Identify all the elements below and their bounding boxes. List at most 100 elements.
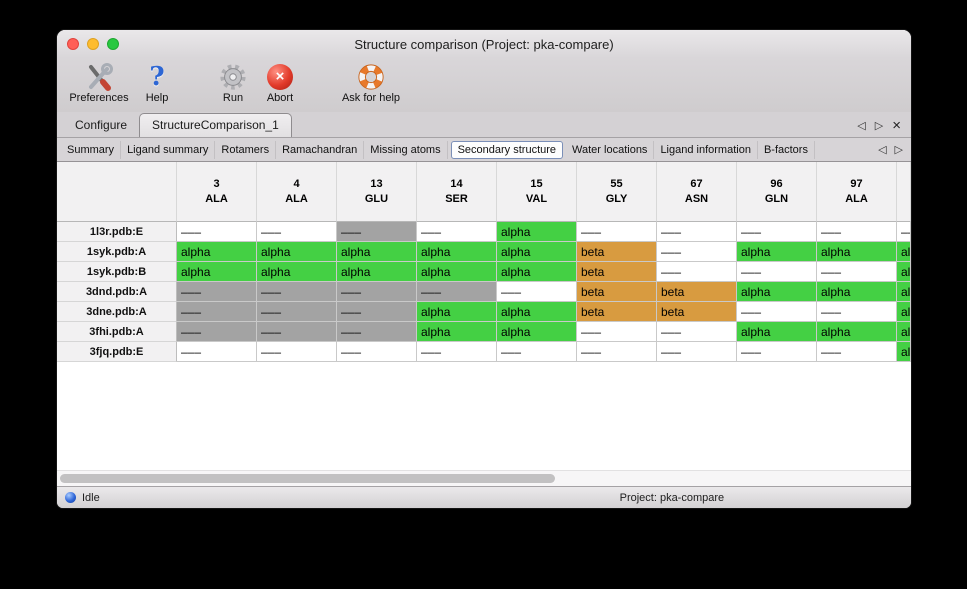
table-cell[interactable]: ––– (177, 282, 257, 302)
row-header[interactable]: 1l3r.pdb:E (57, 222, 177, 242)
tab-b-factors[interactable]: B-factors (758, 140, 815, 159)
zoom-window-button[interactable] (107, 38, 119, 50)
table-cell[interactable]: alpha (417, 322, 497, 342)
table-cell-partial[interactable]: alpha (897, 322, 911, 342)
table-cell[interactable]: ––– (257, 342, 337, 362)
table-cell[interactable]: ––– (817, 302, 897, 322)
table-cell[interactable]: ––– (417, 282, 497, 302)
tab-secondary-structure[interactable]: Secondary structure (450, 140, 564, 159)
tab-configure[interactable]: Configure (75, 118, 128, 132)
tab-structurecomparison-1[interactable]: StructureComparison_1 (139, 113, 292, 137)
row-header[interactable]: 3dne.pdb:A (57, 302, 177, 322)
horizontal-scrollbar-track[interactable] (57, 470, 911, 486)
table-cell[interactable]: beta (577, 282, 657, 302)
table-cell[interactable]: ––– (417, 222, 497, 242)
table-cell[interactable]: ––– (657, 322, 737, 342)
table-cell[interactable]: ––– (337, 222, 417, 242)
table-cell-partial[interactable]: alpha (897, 302, 911, 322)
abort-button[interactable]: × Abort (257, 61, 303, 104)
close-tab-icon[interactable]: × (892, 117, 901, 134)
table-cell[interactable]: alpha (177, 242, 257, 262)
table-cell[interactable]: ––– (177, 222, 257, 242)
prev-subtab-icon[interactable]: ◁ (878, 143, 887, 156)
table-cell[interactable]: ––– (497, 282, 577, 302)
tab-rotamers[interactable]: Rotamers (215, 140, 277, 159)
row-header[interactable]: 3dnd.pdb:A (57, 282, 177, 302)
table-cell[interactable]: ––– (657, 242, 737, 262)
row-header[interactable]: 1syk.pdb:A (57, 242, 177, 262)
tab-water-locations[interactable]: Water locations (566, 140, 655, 159)
tab-ligand-summary[interactable]: Ligand summary (121, 140, 216, 159)
table-cell[interactable]: ––– (257, 282, 337, 302)
table-cell[interactable]: ––– (737, 262, 817, 282)
table-cell[interactable]: beta (657, 282, 737, 302)
table-cell[interactable]: alpha (497, 242, 577, 262)
table-cell[interactable]: alpha (737, 282, 817, 302)
table-cell[interactable]: ––– (257, 222, 337, 242)
table-cell-partial[interactable]: alpha (897, 282, 911, 302)
table-cell[interactable]: beta (657, 302, 737, 322)
tab-ramachandran[interactable]: Ramachandran (276, 140, 365, 159)
table-cell[interactable]: ––– (337, 282, 417, 302)
tab-missing-atoms[interactable]: Missing atoms (364, 140, 448, 159)
table-cell[interactable]: beta (577, 242, 657, 262)
table-cell-partial[interactable]: alpha (897, 342, 911, 362)
table-cell[interactable]: ––– (657, 262, 737, 282)
table-cell[interactable]: ––– (177, 322, 257, 342)
table-cell[interactable]: ––– (257, 322, 337, 342)
tab-summary[interactable]: Summary (61, 140, 122, 159)
table-cell[interactable]: ––– (577, 342, 657, 362)
table-cell[interactable]: ––– (177, 342, 257, 362)
table-cell[interactable]: alpha (817, 282, 897, 302)
table-cell-partial[interactable]: alpha (897, 262, 911, 282)
table-cell[interactable]: alpha (417, 262, 497, 282)
table-cell[interactable]: alpha (817, 242, 897, 262)
table-cell[interactable]: ––– (257, 302, 337, 322)
table-cell[interactable]: ––– (817, 262, 897, 282)
table-cell[interactable]: alpha (417, 242, 497, 262)
table-cell[interactable]: alpha (497, 322, 577, 342)
table-cell-partial[interactable]: alpha (897, 242, 911, 262)
table-cell[interactable]: ––– (737, 342, 817, 362)
next-subtab-icon[interactable]: ▷ (894, 143, 903, 156)
table-cell[interactable]: ––– (337, 322, 417, 342)
tab-ligand-information[interactable]: Ligand information (654, 140, 758, 159)
row-header[interactable]: 1syk.pdb:B (57, 262, 177, 282)
prev-tab-icon[interactable]: ◁ (857, 119, 866, 132)
ask-for-help-button[interactable]: Ask for help (327, 61, 415, 104)
table-cell[interactable]: ––– (817, 222, 897, 242)
table-cell[interactable]: alpha (337, 262, 417, 282)
table-cell[interactable]: alpha (257, 242, 337, 262)
table-cell[interactable]: alpha (497, 262, 577, 282)
table-cell[interactable]: ––– (657, 342, 737, 362)
table-cell-partial[interactable]: ––– (897, 222, 911, 242)
table-cell[interactable]: ––– (417, 342, 497, 362)
minimize-window-button[interactable] (87, 38, 99, 50)
table-cell[interactable]: alpha (737, 322, 817, 342)
table-cell[interactable]: ––– (737, 222, 817, 242)
table-cell[interactable]: ––– (497, 342, 577, 362)
help-button[interactable]: ? Help (137, 61, 177, 105)
table-cell[interactable]: alpha (257, 262, 337, 282)
preferences-button[interactable]: Preferences (65, 61, 133, 104)
table-cell[interactable]: alpha (497, 302, 577, 322)
table-cell[interactable]: alpha (417, 302, 497, 322)
table-cell[interactable]: ––– (737, 302, 817, 322)
table-cell[interactable]: alpha (177, 262, 257, 282)
table-cell[interactable]: ––– (577, 322, 657, 342)
row-header[interactable]: 3fjq.pdb:E (57, 342, 177, 362)
table-cell[interactable]: ––– (577, 222, 657, 242)
table-cell[interactable]: alpha (497, 222, 577, 242)
run-button[interactable]: Run (211, 61, 255, 104)
table-cell[interactable]: ––– (817, 342, 897, 362)
close-window-button[interactable] (67, 38, 79, 50)
horizontal-scrollbar-thumb[interactable] (60, 474, 556, 483)
table-cell[interactable]: alpha (817, 322, 897, 342)
table-cell[interactable]: ––– (657, 222, 737, 242)
row-header[interactable]: 3fhi.pdb:A (57, 322, 177, 342)
table-cell[interactable]: ––– (337, 342, 417, 362)
table-cell[interactable]: alpha (337, 242, 417, 262)
next-tab-icon[interactable]: ▷ (874, 119, 884, 132)
table-cell[interactable]: alpha (737, 242, 817, 262)
table-cell[interactable]: beta (577, 262, 657, 282)
